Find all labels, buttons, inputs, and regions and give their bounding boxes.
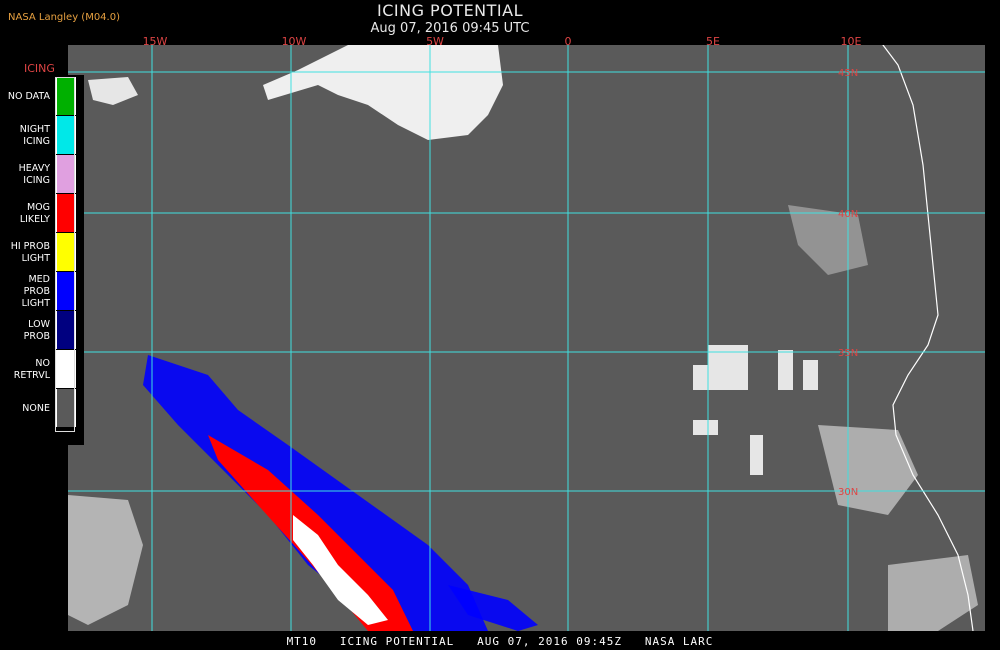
legend-label: MED PROB LIGHT (21, 273, 50, 309)
legend: NO DATA NIGHT ICING HEAVY ICING MOG LIKE… (0, 75, 84, 445)
icing-map: 45N 40N 35N 30N (68, 45, 985, 631)
legend-item-no-data: NO DATA (0, 77, 84, 116)
lat-label-40n: 40N (838, 209, 858, 220)
legend-item-heavy-icing: HEAVY ICING (0, 155, 84, 194)
map-datetime: Aug 07, 2016 09:45 UTC (370, 21, 530, 36)
legend-swatch (56, 272, 76, 310)
source-label: NASA Langley (M04.0) (8, 12, 120, 23)
lon-label-5e: 5E (706, 35, 720, 48)
legend-swatch (56, 350, 76, 388)
lon-label-10e: 10E (840, 35, 862, 48)
lon-label-0: 0 (564, 35, 572, 48)
legend-swatch (56, 389, 76, 427)
legend-title: ICING (24, 62, 55, 75)
lat-label-35n: 35N (838, 348, 858, 359)
lat-label-45n: 45N (838, 68, 858, 79)
footer-caption: MT10 ICING POTENTIAL AUG 07, 2016 09:45Z… (286, 635, 714, 648)
legend-swatch (56, 155, 76, 193)
lon-label-10w: 10W (281, 35, 307, 48)
legend-swatch (56, 311, 76, 349)
legend-label: HI PROB LIGHT (10, 240, 50, 264)
lat-label-30n: 30N (838, 487, 858, 498)
legend-swatch (56, 77, 76, 115)
coastline (882, 45, 974, 631)
legend-item-mog-likely: MOG LIKELY (0, 194, 84, 233)
legend-swatch (56, 194, 76, 232)
legend-label: HEAVY ICING (18, 162, 50, 186)
icing-band (143, 355, 538, 631)
graticule (68, 45, 985, 631)
legend-label: NO RETRVL (13, 357, 50, 381)
legend-swatch (56, 233, 76, 271)
lon-label-5w: 5W (426, 35, 444, 48)
legend-item-med-prob-light: MED PROB LIGHT (0, 272, 84, 311)
legend-item-no-retrvl: NO RETRVL (0, 350, 84, 389)
legend-label: NIGHT ICING (19, 123, 50, 147)
lon-label-15w: 15W (142, 35, 168, 48)
legend-item-hi-prob-light: HI PROB LIGHT (0, 233, 84, 272)
legend-swatch (56, 116, 76, 154)
legend-label: NO DATA (7, 90, 50, 102)
legend-item-low-prob: LOW PROB (0, 311, 84, 350)
legend-label: MOG LIKELY (19, 201, 50, 225)
legend-label: NONE (22, 402, 50, 414)
legend-item-none: NONE (0, 389, 84, 428)
legend-label: LOW PROB (23, 318, 50, 342)
map-title: ICING POTENTIAL (376, 1, 523, 20)
legend-item-night-icing: NIGHT ICING (0, 116, 84, 155)
